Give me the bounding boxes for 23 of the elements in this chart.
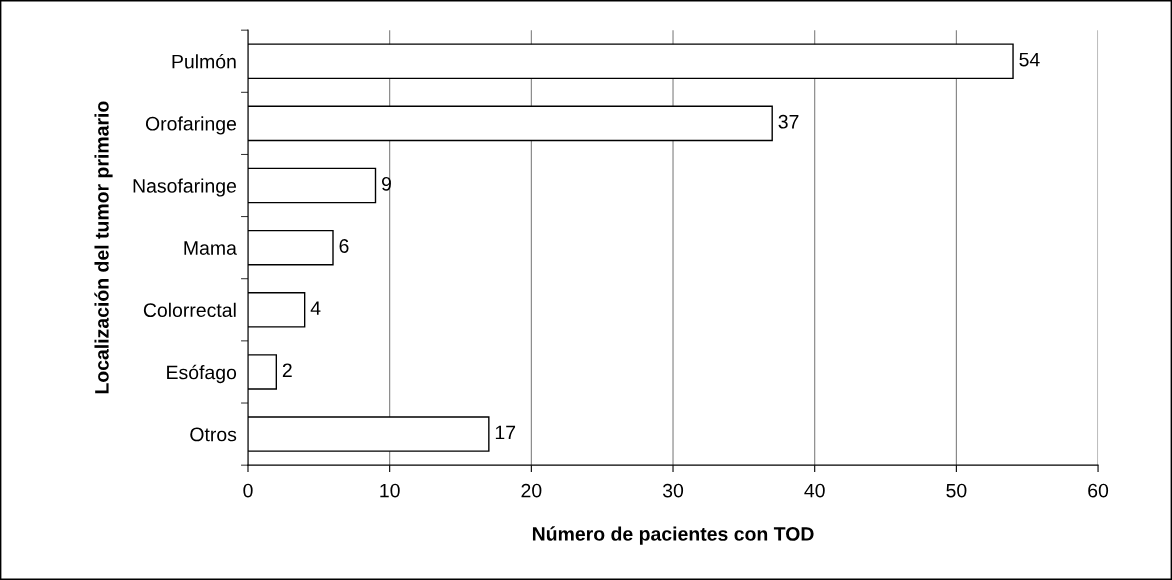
data-label: 4: [310, 301, 321, 315]
x-tick-label: 20: [521, 483, 542, 498]
x-tick-label: 10: [380, 483, 400, 498]
y-axis-title: Localización del tumor primario: [94, 101, 113, 394]
x-tick-label: 0: [243, 483, 253, 498]
y-tick-label: Pulmón: [172, 53, 236, 69]
y-tick-label: Esófago: [167, 364, 237, 384]
x-tick-label: 30: [662, 483, 684, 498]
data-label: 54: [1019, 52, 1040, 67]
y-tick-label: Mama: [184, 241, 237, 255]
data-label: 2: [282, 363, 292, 377]
x-axis-title: Número de pacientes con TOD: [532, 526, 814, 545]
x-tick-label: 50: [946, 483, 967, 498]
data-label: 37: [778, 114, 799, 129]
data-label: 9: [381, 176, 391, 191]
y-tick-label: Colorrectal: [143, 302, 236, 318]
y-tick-label: Otros: [190, 427, 237, 442]
data-label: 17: [495, 425, 516, 440]
data-label: 6: [339, 239, 349, 253]
x-tick-label: 40: [804, 483, 825, 498]
y-tick-label: Nasofaringe: [133, 178, 237, 197]
x-tick-label: 60: [1088, 483, 1109, 498]
y-tick-label: Orofaringe: [145, 116, 237, 135]
